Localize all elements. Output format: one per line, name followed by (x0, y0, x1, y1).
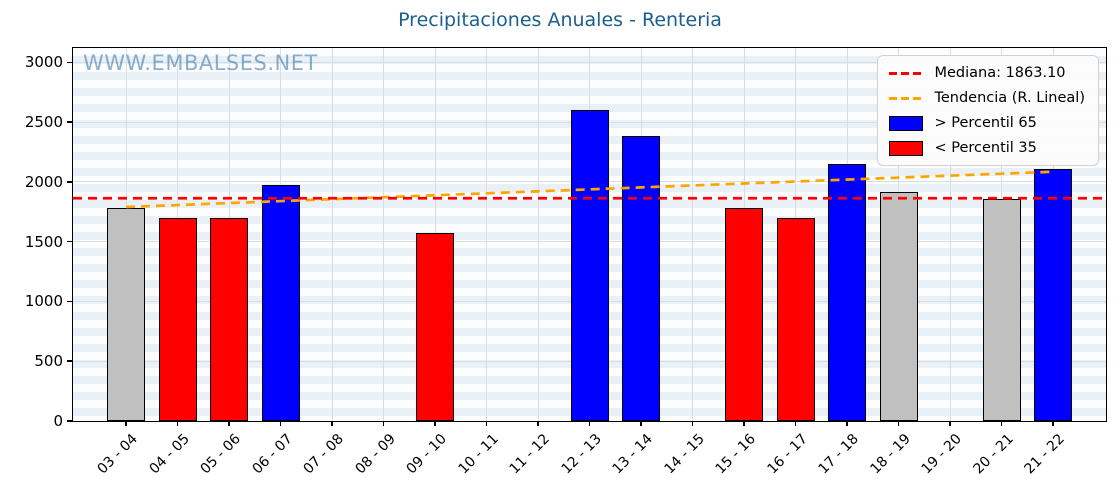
bar-04-05 (158, 218, 197, 421)
y-tick-label: 0 (53, 412, 63, 430)
x-tick-label: 03 - 04 (94, 431, 142, 478)
x-tick-mark (640, 421, 642, 426)
bar-06-07 (261, 184, 300, 421)
x-tick-mark (897, 421, 900, 426)
legend-rect-swatch (889, 115, 924, 131)
x-tick-label: 11 - 12 (506, 431, 554, 478)
x-tick-mark (743, 421, 745, 426)
x-tick-label: 18 - 19 (867, 431, 914, 478)
y-tick-label: 2500 (24, 113, 63, 132)
gridline-vertical (383, 48, 384, 421)
y-tick-mark (67, 300, 73, 303)
x-tick-label: 19 - 20 (918, 431, 966, 478)
x-tick-label: 07 - 08 (300, 431, 348, 478)
x-tick-label: 15 - 16 (712, 431, 760, 478)
x-tick-mark (949, 421, 951, 426)
x-tick-mark (588, 421, 591, 426)
gridline-vertical (949, 48, 951, 421)
y-tick-label: 1500 (24, 232, 63, 251)
bar-05-06 (210, 218, 248, 421)
dash-segment (889, 96, 898, 100)
y-tick-mark (67, 121, 73, 123)
x-tick-mark (228, 421, 230, 426)
gridline-horizontal (73, 61, 1106, 63)
legend-item-3: < Percentil 35 (889, 140, 1085, 156)
x-tick-mark (537, 421, 539, 426)
x-tick-label: 05 - 06 (197, 431, 245, 478)
legend-label: Tendencia (R. Lineal) (934, 90, 1085, 106)
legend-dash-swatch (889, 96, 923, 100)
bar-03-04 (107, 208, 145, 421)
reference-lines (73, 170, 1106, 209)
x-tick-mark (846, 421, 848, 426)
y-tick-mark (67, 420, 73, 422)
bar-13-14 (622, 135, 660, 421)
x-tick-label: 08 - 09 (352, 431, 399, 478)
gridline-vertical (486, 48, 487, 421)
y-tick-label: 3000 (24, 53, 63, 72)
dash-segment (913, 96, 922, 100)
y-tick-label: 500 (34, 352, 63, 371)
x-tick-label: 17 - 18 (815, 431, 863, 478)
legend-label: < Percentil 35 (934, 140, 1037, 156)
x-tick-label: 09 - 10 (403, 431, 451, 478)
x-tick-mark (1000, 421, 1003, 426)
bar-12-13 (570, 109, 609, 421)
legend-label: > Percentil 65 (934, 115, 1037, 131)
legend-item-1: Tendencia (R. Lineal) (889, 90, 1085, 106)
dash-segment (889, 71, 898, 75)
bar-15-16 (725, 207, 763, 421)
trend-line (125, 170, 1054, 209)
x-tick-label: 21 - 22 (1021, 431, 1069, 478)
x-tick-label: 16 - 17 (764, 431, 811, 478)
bar-20-21 (982, 198, 1021, 421)
x-tick-mark (279, 421, 282, 426)
x-tick-label: 20 - 21 (970, 431, 1017, 478)
x-tick-mark (485, 421, 488, 426)
x-tick-mark (1052, 421, 1054, 426)
bar-18-19 (879, 192, 918, 421)
y-tick-mark (67, 181, 73, 183)
x-tick-mark (382, 421, 385, 426)
y-tick-mark (67, 360, 73, 362)
dash-segment (901, 96, 910, 100)
x-tick-mark (331, 421, 333, 426)
x-tick-label: 06 - 07 (249, 431, 296, 478)
x-tick-label: 04 - 05 (146, 431, 193, 478)
y-tick-label: 1000 (24, 292, 63, 311)
legend-rect-swatch (889, 140, 924, 156)
x-tick-mark (794, 421, 797, 426)
bar-16-17 (776, 218, 815, 421)
x-tick-mark (434, 421, 436, 426)
legend-label: Mediana: 1863.10 (934, 65, 1066, 81)
x-tick-label: 14 - 15 (661, 431, 708, 478)
legend-item-0: Mediana: 1863.10 (889, 65, 1085, 81)
y-tick-mark (67, 61, 73, 64)
dash-segment (913, 71, 922, 75)
x-tick-label: 13 - 14 (609, 431, 657, 478)
dash-segment (901, 71, 910, 75)
x-tick-mark (691, 421, 694, 426)
chart-title: Precipitaciones Anuales - Renteria (398, 9, 722, 31)
watermark: WWW.EMBALSES.NET (83, 51, 318, 75)
bar-21-22 (1034, 168, 1072, 421)
gridline-vertical (331, 48, 333, 421)
x-tick-mark (176, 421, 179, 426)
y-tick-mark (67, 240, 73, 243)
x-tick-mark (125, 421, 127, 426)
legend: Mediana: 1863.10 Tendencia (R. Lineal) > P… (877, 55, 1099, 166)
x-tick-label: 10 - 11 (455, 431, 502, 478)
gridline-vertical (692, 48, 693, 421)
bar-17-18 (828, 163, 866, 421)
plot-area: WWW.EMBALSES.NET Mediana: 1863.10 Tendenc… (72, 47, 1107, 422)
x-tick-label: 12 - 13 (558, 431, 605, 478)
y-tick-label: 2000 (24, 172, 63, 191)
bar-09-10 (416, 233, 454, 421)
gridline-vertical (537, 48, 539, 421)
legend-item-2: > Percentil 65 (889, 115, 1085, 131)
legend-dash-swatch (889, 71, 923, 75)
